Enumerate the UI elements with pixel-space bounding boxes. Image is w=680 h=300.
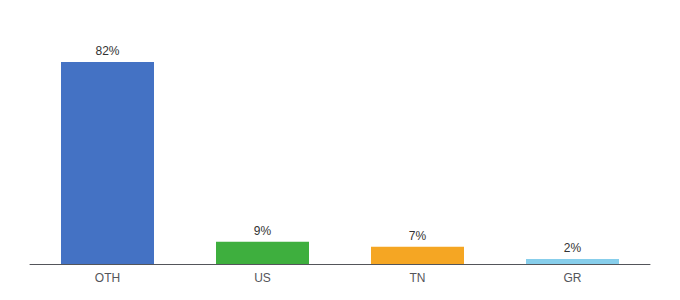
svg-text:7%: 7% <box>409 229 427 243</box>
svg-text:82%: 82% <box>95 44 119 58</box>
svg-text:TN: TN <box>410 271 426 285</box>
svg-text:9%: 9% <box>254 224 272 238</box>
svg-text:US: US <box>254 271 271 285</box>
svg-text:GR: GR <box>564 271 582 285</box>
svg-text:2%: 2% <box>564 241 582 255</box>
svg-text:OTH: OTH <box>95 271 120 285</box>
